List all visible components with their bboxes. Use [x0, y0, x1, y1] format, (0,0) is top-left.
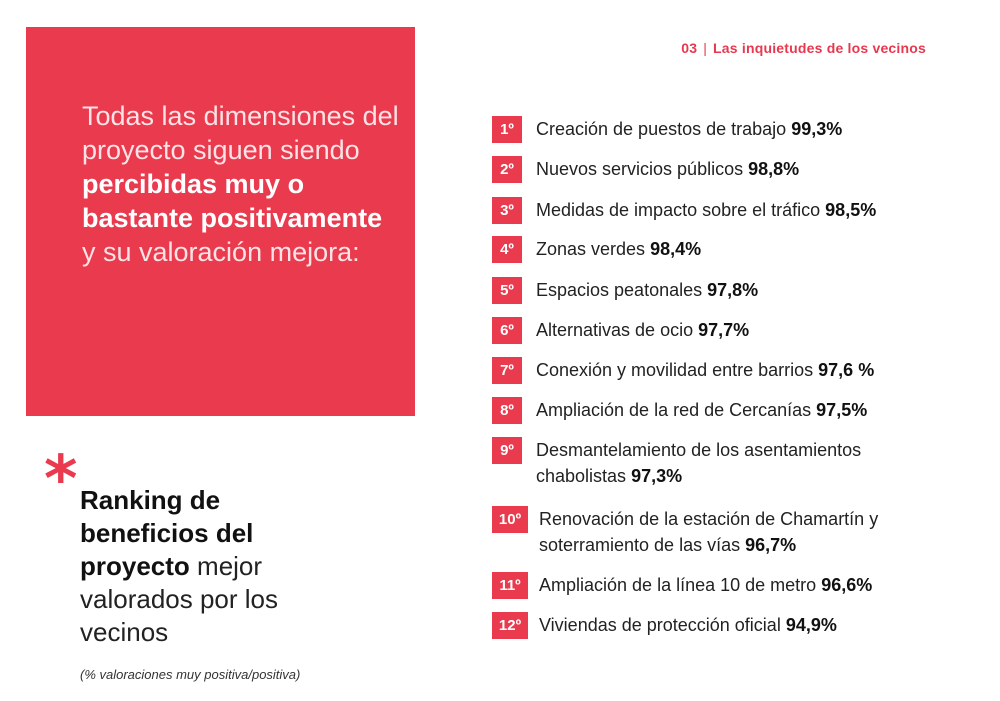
- item-text: Renovación de la estación de Chamartín y…: [539, 509, 879, 555]
- item-value: 99,3%: [791, 119, 843, 139]
- list-item: 1º Creación de puestos de trabajo 99,3%: [492, 116, 842, 143]
- list-item: 4º Zonas verdes 98,4%: [492, 236, 701, 263]
- item-value: 97,5%: [816, 400, 868, 420]
- rank-badge: 6º: [492, 317, 522, 344]
- asterisk-icon: *: [44, 443, 78, 517]
- header-separator: |: [703, 40, 708, 56]
- item-text: Conexión y movilidad entre barrios: [536, 360, 814, 380]
- rank-badge: 3º: [492, 197, 522, 224]
- list-item: 7º Conexión y movilidad entre barrios 97…: [492, 357, 874, 384]
- rank-badge: 11º: [492, 572, 528, 599]
- item-value: 97,6 %: [818, 360, 875, 380]
- list-item: 3º Medidas de impacto sobre el tráfico 9…: [492, 197, 876, 224]
- item-label: Ampliación de la línea 10 de metro 96,6%: [539, 572, 872, 598]
- rank-badge: 8º: [492, 397, 522, 424]
- item-value: 97,3%: [631, 466, 683, 486]
- list-item: 12º Viviendas de protección oficial 94,9…: [492, 612, 837, 639]
- item-value: 94,9%: [785, 615, 837, 635]
- item-value: 96,6%: [821, 575, 873, 595]
- section-title: Las inquietudes de los vecinos: [713, 40, 926, 56]
- item-value: 97,7%: [698, 320, 750, 340]
- section-header: 03 | Las inquietudes de los vecinos: [681, 40, 926, 56]
- ranking-title: Ranking de beneficios del proyecto mejor…: [80, 484, 340, 649]
- rank-badge: 12º: [492, 612, 528, 639]
- item-value: 98,4%: [650, 239, 702, 259]
- item-value: 98,8%: [748, 159, 800, 179]
- item-label: Ampliación de la red de Cercanías 97,5%: [536, 397, 867, 423]
- item-text: Ampliación de la red de Cercanías: [536, 400, 812, 420]
- list-item: 10º Renovación de la estación de Chamart…: [492, 506, 939, 558]
- item-text: Nuevos servicios públicos: [536, 159, 744, 179]
- list-item: 9º Desmantelamiento de los asentamientos…: [492, 437, 936, 489]
- item-text: Zonas verdes: [536, 239, 646, 259]
- intro-panel: Todas las dimensiones del proyecto sigue…: [26, 27, 415, 416]
- rank-badge: 9º: [492, 437, 522, 464]
- item-label: Espacios peatonales 97,8%: [536, 277, 758, 303]
- item-label: Viviendas de protección oficial 94,9%: [539, 612, 837, 638]
- item-value: 97,8%: [707, 280, 759, 300]
- intro-bold: percibidas muy o bastante positivamente: [82, 169, 383, 233]
- list-item: 11º Ampliación de la línea 10 de metro 9…: [492, 572, 872, 599]
- item-text: Creación de puestos de trabajo: [536, 119, 787, 139]
- list-item: 5º Espacios peatonales 97,8%: [492, 277, 758, 304]
- item-label: Zonas verdes 98,4%: [536, 236, 701, 262]
- item-label: Desmantelamiento de los asentamientos ch…: [536, 437, 936, 489]
- intro-text: Todas las dimensiones del proyecto sigue…: [82, 99, 402, 269]
- item-text: Desmantelamiento de los asentamientos ch…: [536, 440, 862, 486]
- intro-part1: Todas las dimensiones del proyecto sigue…: [82, 101, 399, 165]
- list-item: 8º Ampliación de la red de Cercanías 97,…: [492, 397, 867, 424]
- rank-badge: 5º: [492, 277, 522, 304]
- item-value: 98,5%: [825, 200, 877, 220]
- ranking-title-bold: Ranking de beneficios del proyecto: [80, 485, 254, 581]
- item-label: Alternativas de ocio 97,7%: [536, 317, 749, 343]
- item-text: Ampliación de la línea 10 de metro: [539, 575, 817, 595]
- intro-part2: y su valoración mejora:: [82, 237, 360, 267]
- item-label: Creación de puestos de trabajo 99,3%: [536, 116, 842, 142]
- rank-badge: 4º: [492, 236, 522, 263]
- rank-badge: 2º: [492, 156, 522, 183]
- item-text: Viviendas de protección oficial: [539, 615, 781, 635]
- item-label: Nuevos servicios públicos 98,8%: [536, 156, 799, 182]
- list-item: 6º Alternativas de ocio 97,7%: [492, 317, 749, 344]
- item-label: Medidas de impacto sobre el tráfico 98,5…: [536, 197, 876, 223]
- ranking-title-rest: mejor valorados por los vecinos: [80, 551, 278, 647]
- item-text: Espacios peatonales: [536, 280, 703, 300]
- list-item: 2º Nuevos servicios públicos 98,8%: [492, 156, 799, 183]
- item-text: Medidas de impacto sobre el tráfico: [536, 200, 821, 220]
- item-label: Renovación de la estación de Chamartín y…: [539, 506, 939, 558]
- footnote: (% valoraciones muy positiva/positiva): [80, 667, 301, 682]
- rank-badge: 10º: [492, 506, 528, 533]
- item-text: Alternativas de ocio: [536, 320, 694, 340]
- rank-badge: 7º: [492, 357, 522, 384]
- item-label: Conexión y movilidad entre barrios 97,6 …: [536, 357, 874, 383]
- rank-badge: 1º: [492, 116, 522, 143]
- item-value: 96,7%: [745, 535, 797, 555]
- section-number: 03: [681, 40, 698, 56]
